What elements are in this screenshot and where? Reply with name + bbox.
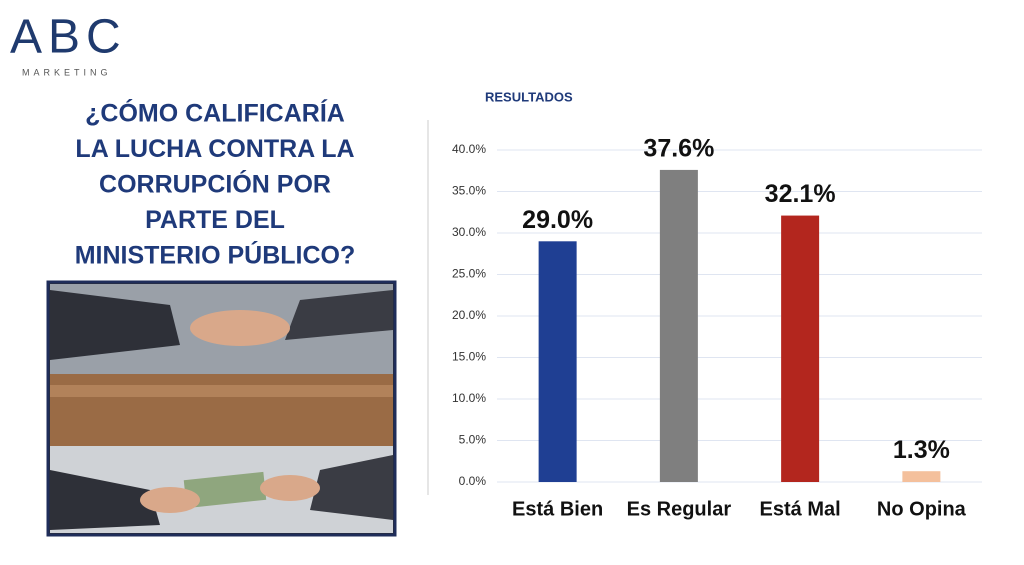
x-tick-label: No Opina	[877, 498, 967, 520]
bar	[781, 215, 820, 482]
y-tick-label: 40.0%	[452, 142, 486, 156]
logo-tagline: MARKETING	[22, 67, 112, 77]
y-tick-label: 15.0%	[452, 350, 486, 364]
bar	[538, 241, 577, 482]
bar	[659, 169, 698, 483]
y-tick-label: 0.0%	[459, 474, 487, 488]
value-label: 37.6%	[643, 135, 714, 163]
x-tick-label: Es Regular	[627, 498, 732, 520]
value-label: 29.0%	[522, 206, 593, 234]
y-tick-label: 5.0%	[459, 433, 487, 447]
x-tick-label: Está Bien	[512, 498, 603, 520]
value-label: 32.1%	[765, 180, 836, 208]
y-tick-label: 35.0%	[452, 184, 486, 198]
plot: 0.0% 5.0% 10.0% 15.0% 20.0% 25.0% 30.0% 35.0% 40…	[452, 135, 982, 520]
bar	[902, 471, 941, 482]
question-line: PARTE DEL	[145, 206, 285, 234]
x-tick-label: Está Mal	[760, 498, 841, 520]
question-line: ¿CÓMO CALIFICARÍA	[85, 98, 345, 128]
question: ¿CÓMO CALIFICARÍA LA LUCHA CONTRA LA CORRU…	[75, 98, 356, 270]
y-tick-label: 30.0%	[452, 225, 486, 239]
question-line: CORRUPCIÓN POR	[99, 169, 331, 199]
y-tick-label: 25.0%	[452, 267, 486, 281]
value-label: 1.3%	[893, 436, 950, 464]
chart-title: RESULTADOS	[485, 89, 573, 104]
logo: ABC	[10, 11, 127, 64]
y-tick-label: 10.0%	[452, 391, 486, 405]
y-tick-label: 20.0%	[452, 308, 486, 322]
question-line: MINISTERIO PÚBLICO?	[75, 240, 356, 270]
question-line: LA LUCHA CONTRA LA	[75, 135, 354, 163]
illustration	[46, 280, 397, 537]
